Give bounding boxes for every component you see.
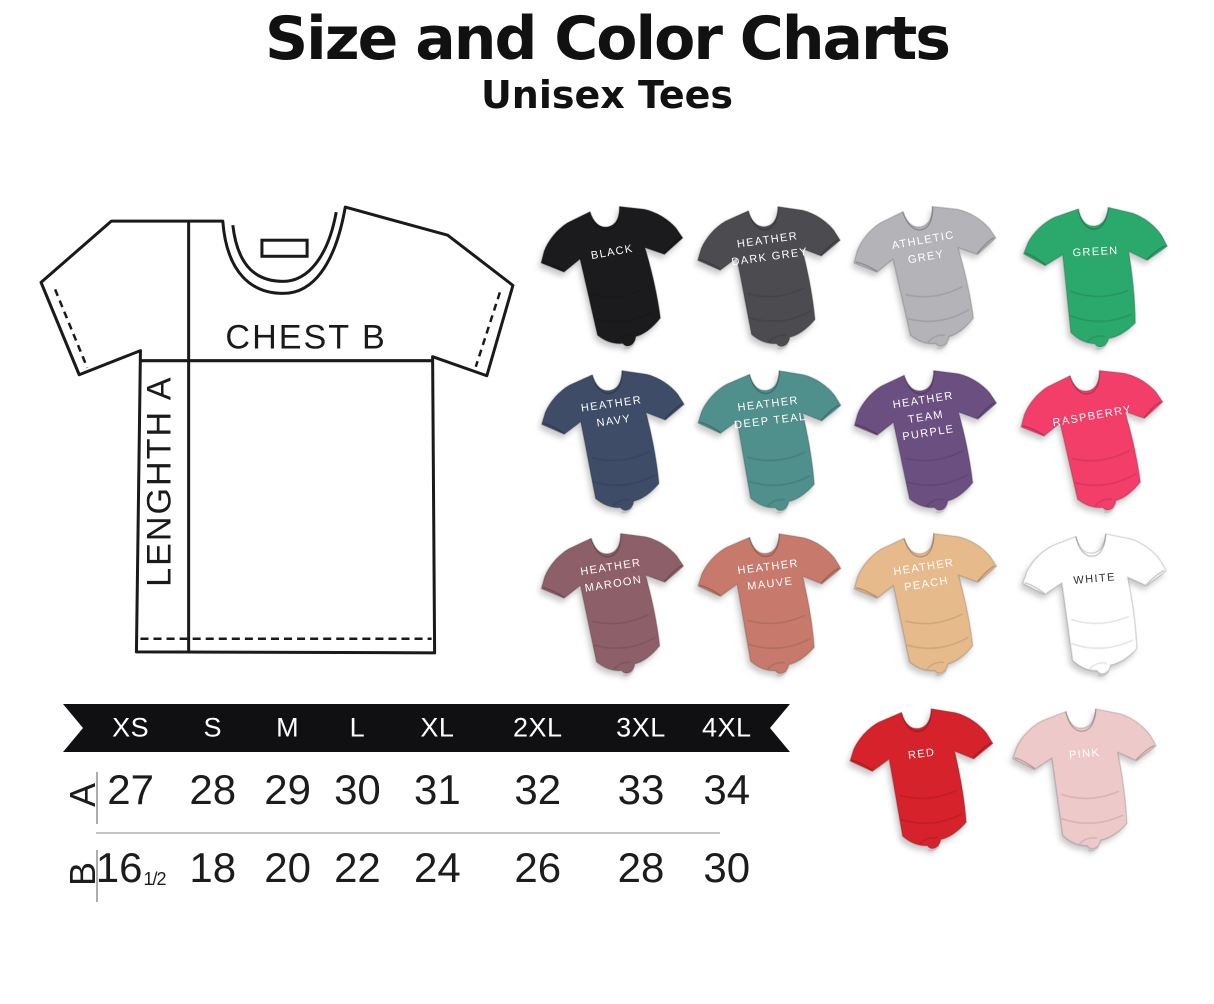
size-column-header-2xl: 2XL bbox=[512, 712, 563, 743]
shirt-swatch-raspberry: RASPBERRY bbox=[1009, 350, 1185, 536]
size-column-header-xs: XS bbox=[112, 712, 150, 743]
shirt-swatch-red: RED bbox=[841, 691, 1010, 870]
tshirt-measurement-diagram: CHEST B LENGHTH A bbox=[39, 205, 515, 655]
tee-icon bbox=[853, 369, 998, 514]
row-a-value: 33 bbox=[618, 766, 665, 814]
page-subtitle: Unisex Tees bbox=[480, 73, 734, 117]
size-column-header-4xl: 4XL bbox=[701, 712, 752, 743]
measurement-number: 30 bbox=[334, 766, 381, 813]
measurement-number: 27 bbox=[107, 766, 154, 813]
measurement-number: 32 bbox=[514, 766, 562, 813]
shirt-swatch-heather-deep-teal: HEATHER DEEP TEAL bbox=[689, 353, 858, 532]
shirt-swatch-black: BLACK bbox=[529, 186, 705, 372]
tee-icon bbox=[540, 205, 684, 350]
page-title: Size and Color Charts bbox=[264, 4, 951, 74]
measurement-number: 20 bbox=[264, 844, 311, 891]
row-a-value: 29 bbox=[264, 766, 311, 814]
size-column-header-3xl: 3XL bbox=[616, 712, 666, 743]
size-column-header-xl: XL bbox=[420, 712, 455, 743]
measurement-number: 22 bbox=[334, 844, 381, 891]
measurement-number: 28 bbox=[189, 766, 237, 813]
row-b-value: 24 bbox=[414, 844, 461, 892]
row-b-value: 30 bbox=[703, 844, 750, 892]
tee-icon bbox=[1022, 206, 1169, 350]
collar-inner-line bbox=[231, 211, 338, 283]
measurement-number: 33 bbox=[617, 766, 665, 813]
header: Size and Color Charts Unisex Tees bbox=[0, 4, 1214, 118]
tee-icon bbox=[540, 532, 685, 677]
neck-label bbox=[260, 238, 309, 258]
tee-outline bbox=[39, 205, 515, 655]
measurement-number: 28 bbox=[617, 844, 665, 891]
measurement-number: 34 bbox=[703, 766, 751, 813]
row-a-divider-line bbox=[96, 772, 98, 824]
row-a-value: 28 bbox=[189, 766, 236, 814]
row-b-value: 22 bbox=[334, 844, 381, 892]
size-column-header-l: L bbox=[349, 712, 366, 743]
shirt-swatch-heather-maroon: HEATHER MAROON bbox=[530, 514, 703, 697]
shirt-swatch-white: WHITE bbox=[1015, 519, 1179, 693]
shirt-swatch-heather-team-purple: HEATHER TEAM PURPLE bbox=[843, 351, 1016, 534]
row-b-value: 161/2 bbox=[95, 844, 167, 892]
measurement-number: 24 bbox=[414, 844, 461, 891]
size-table-rows: A 27 28 29 30 31 32 33 34 B 161/2 18 20 22 24 26 28 30 bbox=[62, 760, 790, 920]
measurement-number: 26 bbox=[514, 844, 562, 891]
shirt-swatch-heather-mauve: HEATHER MAUVE bbox=[689, 516, 858, 695]
measurement-number: 30 bbox=[703, 844, 751, 891]
row-a-value: 30 bbox=[334, 766, 381, 814]
right-cuff-stitch bbox=[474, 292, 502, 368]
tee-icon bbox=[1022, 533, 1167, 677]
row-a-value: 27 bbox=[107, 766, 154, 814]
row-a-value: 31 bbox=[414, 766, 461, 814]
tee-icon bbox=[696, 205, 841, 350]
shirt-swatch-heather-dark-grey: HEATHER DARK GREY bbox=[687, 188, 858, 369]
tee-icon bbox=[540, 369, 685, 514]
measurement-number: 16 bbox=[95, 844, 143, 891]
tee-icon bbox=[697, 533, 842, 677]
row-a-value: 32 bbox=[514, 766, 561, 814]
tee-icon bbox=[853, 205, 997, 350]
shirt-swatch-green: GREEN bbox=[1018, 194, 1176, 364]
tee-icon bbox=[849, 708, 994, 852]
tee-icon bbox=[1012, 708, 1157, 852]
measurement-number: 18 bbox=[189, 844, 237, 891]
tee-icon bbox=[697, 370, 842, 514]
measurement-number: 31 bbox=[414, 766, 461, 813]
row-b-value: 26 bbox=[514, 844, 561, 892]
row-b-value: 18 bbox=[189, 844, 236, 892]
left-cuff-stitch bbox=[53, 288, 89, 369]
rows-divider-line bbox=[96, 832, 720, 834]
shirt-swatch-heather-navy: HEATHER NAVY bbox=[531, 352, 702, 533]
size-column-header-m: M bbox=[276, 712, 300, 743]
size-header-banner: XS S M L XL 2XL 3XL 4XL bbox=[63, 704, 790, 752]
tee-icon bbox=[1020, 369, 1164, 514]
row-b-value: 28 bbox=[618, 844, 665, 892]
shirt-swatch-athletic-grey: ATHLETIC GREY bbox=[842, 186, 1018, 372]
row-a-value: 34 bbox=[703, 766, 750, 814]
length-measurement-label: LENGHTH A bbox=[141, 375, 179, 586]
row-b-value: 20 bbox=[264, 844, 311, 892]
fraction-suffix: 1/2 bbox=[143, 869, 166, 889]
shirt-swatch-heather-peach: HEATHER PEACH bbox=[843, 514, 1016, 697]
shirt-swatch-pink: PINK bbox=[1005, 694, 1169, 868]
row-b-divider-line bbox=[96, 850, 98, 902]
chest-measurement-label: CHEST B bbox=[225, 319, 386, 357]
tee-icon bbox=[853, 532, 998, 677]
size-column-header-s: S bbox=[203, 712, 223, 743]
measurement-number: 29 bbox=[264, 766, 311, 813]
